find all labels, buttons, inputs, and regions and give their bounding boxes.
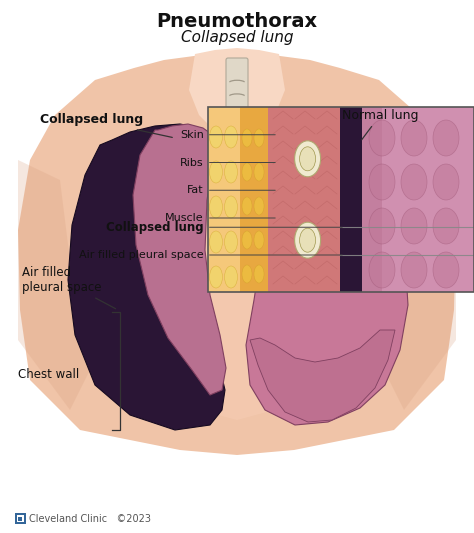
Ellipse shape [295,222,320,258]
Text: Collapsed lung: Collapsed lung [106,221,342,234]
Ellipse shape [300,147,316,171]
Bar [18,516,22,521]
Bar [268,107,340,292]
Text: Air filled pleural space: Air filled pleural space [79,250,342,260]
Ellipse shape [254,129,264,147]
Ellipse shape [369,208,395,244]
Polygon shape [133,124,226,395]
Ellipse shape [242,163,252,181]
Polygon shape [184,140,290,420]
Text: Ribs: Ribs [181,157,275,167]
Ellipse shape [254,163,264,181]
Ellipse shape [242,231,252,249]
Bar [17,515,24,522]
Ellipse shape [225,266,237,288]
Text: Air filled
pleural space: Air filled pleural space [22,266,116,309]
Text: Collapsed lung: Collapsed lung [181,30,293,45]
Ellipse shape [210,231,222,253]
Ellipse shape [225,126,237,148]
Bar [208,107,240,292]
Text: Cleveland Clinic   ©2023: Cleveland Clinic ©2023 [29,513,151,523]
Text: Fat: Fat [187,185,275,195]
Ellipse shape [254,265,264,283]
Bar [340,107,362,292]
Ellipse shape [242,129,252,147]
Ellipse shape [295,141,320,177]
Ellipse shape [300,228,316,252]
Polygon shape [18,54,456,455]
Ellipse shape [401,120,427,156]
Text: Pneumothorax: Pneumothorax [156,12,318,31]
Ellipse shape [242,197,252,215]
Ellipse shape [210,266,222,288]
Bar [208,107,474,292]
Polygon shape [362,107,382,292]
Ellipse shape [225,231,237,253]
Polygon shape [250,330,395,422]
Ellipse shape [433,208,459,244]
Text: Normal lung: Normal lung [342,109,419,140]
Ellipse shape [210,161,222,183]
FancyBboxPatch shape [226,58,248,212]
Ellipse shape [369,252,395,288]
Ellipse shape [210,196,222,218]
Text: Chest wall: Chest wall [18,368,79,382]
Ellipse shape [401,252,427,288]
Ellipse shape [401,164,427,200]
Ellipse shape [369,120,395,156]
Polygon shape [246,120,408,425]
Ellipse shape [254,231,264,249]
Ellipse shape [401,208,427,244]
Ellipse shape [225,161,237,183]
Bar [362,107,474,292]
Text: Muscle: Muscle [165,213,275,223]
Text: Collapsed lung: Collapsed lung [40,114,172,138]
Bar [240,107,268,292]
Ellipse shape [225,196,237,218]
Ellipse shape [433,164,459,200]
Ellipse shape [369,164,395,200]
Polygon shape [189,48,285,138]
Bar [208,107,474,292]
Text: Skin: Skin [180,130,275,140]
Ellipse shape [254,197,264,215]
Ellipse shape [210,126,222,148]
Bar [15,513,26,524]
Ellipse shape [433,252,459,288]
Polygon shape [374,160,456,410]
Polygon shape [18,160,100,410]
Ellipse shape [242,265,252,283]
Ellipse shape [433,120,459,156]
Polygon shape [68,124,225,430]
